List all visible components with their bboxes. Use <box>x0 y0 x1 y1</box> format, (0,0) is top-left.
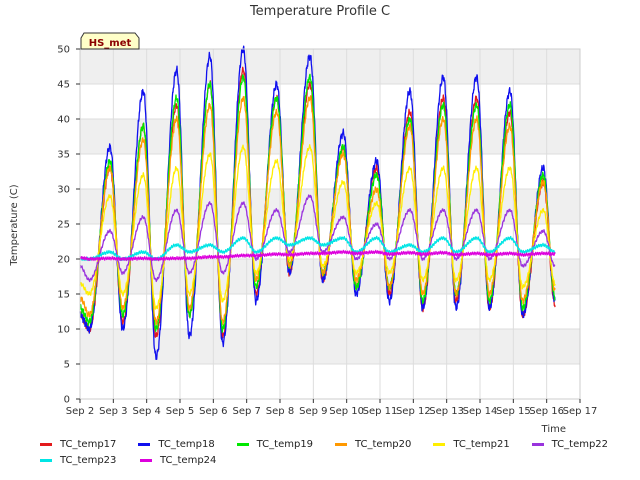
legend-swatch <box>433 442 446 446</box>
background-band <box>80 49 580 84</box>
legend-label: TC_temp23 <box>60 454 117 466</box>
legend-item-tc-temp19: TC_temp19 <box>236 438 335 450</box>
legend-label: TC_temp19 <box>256 438 314 450</box>
legend-row-2: TC_temp23 TC_temp24 <box>40 452 630 468</box>
series-line-tc-temp22 <box>79 194 556 283</box>
y-tick-label: 10 <box>57 325 70 336</box>
x-axis-ticks: Sep 2 Sep 3 Sep 4 Sep 5 Sep 6 Sep 7 Sep 8 Sep 9… <box>66 399 598 417</box>
legend: TC_temp17 TC_temp18 TC_temp19 TC_temp20 … <box>40 436 630 468</box>
x-tick-label: Sep 16 <box>529 406 564 417</box>
site-badge-label: HS_met <box>89 38 132 49</box>
y-tick-label: 35 <box>57 150 70 161</box>
legend-item-tc-temp22: TC_temp22 <box>531 438 630 450</box>
series-line-tc-temp24 <box>79 249 556 262</box>
x-tick-label: Sep 4 <box>132 406 160 417</box>
series-line-tc-temp21 <box>79 144 556 310</box>
series-line-tc-temp20 <box>79 95 556 326</box>
chart-title: Temperature Profile C <box>249 4 390 19</box>
x-tick-label: Sep 5 <box>166 406 194 417</box>
x-tick-label: Sep 8 <box>266 406 294 417</box>
x-tick-label: Sep 3 <box>99 406 127 417</box>
y-tick-label: 50 <box>57 45 70 56</box>
legend-item-tc-temp21: TC_temp21 <box>433 439 531 450</box>
x-axis-label: Time <box>541 424 566 435</box>
x-tick-label: Sep 15 <box>496 406 531 417</box>
legend-label: TC_temp17 <box>60 438 117 450</box>
background-band <box>80 259 580 294</box>
background-band <box>80 329 580 364</box>
y-tick-label: 20 <box>57 255 70 266</box>
plot-lines <box>79 45 556 360</box>
x-tick-label: Sep 17 <box>563 406 598 417</box>
legend-label: TC_temp22 <box>551 438 609 450</box>
x-tick-label: Sep 6 <box>199 406 227 417</box>
x-tick-label: Sep 9 <box>299 406 327 417</box>
x-tick-label: Sep 2 <box>66 406 94 417</box>
legend-label: TC_temp20 <box>354 438 412 450</box>
y-tick-label: 45 <box>57 80 70 91</box>
background-band <box>80 119 580 154</box>
legend-label: TC_temp18 <box>158 438 215 450</box>
legend-label: TC_temp24 <box>160 454 217 466</box>
y-tick-label: 15 <box>57 290 70 301</box>
legend-item-tc-temp24: TC_temp24 <box>140 455 240 466</box>
legend-swatch <box>236 442 249 446</box>
legend-swatch <box>531 442 544 446</box>
x-tick-label: Sep 12 <box>396 406 431 417</box>
x-tick-label: Sep 13 <box>429 406 464 417</box>
legend-item-tc-temp18: TC_temp18 <box>138 439 236 450</box>
y-tick-label: 0 <box>64 395 70 406</box>
y-tick-label: 30 <box>57 185 70 196</box>
legend-swatch <box>140 458 152 462</box>
y-tick-label: 25 <box>57 220 70 231</box>
x-tick-label: Sep 14 <box>463 406 498 417</box>
x-tick-label: Sep 7 <box>232 406 260 417</box>
y-axis-label: Temperature (C) <box>9 184 20 266</box>
x-tick-label: Sep 10 <box>329 406 364 417</box>
legend-row-1: TC_temp17 TC_temp18 TC_temp19 TC_temp20 … <box>40 436 630 452</box>
y-axis-ticks: 0 5 10 15 20 25 30 35 40 45 50 <box>57 45 80 406</box>
legend-item-tc-temp23: TC_temp23 <box>40 455 140 466</box>
y-tick-label: 5 <box>64 360 70 371</box>
site-badge: HS_met <box>80 32 140 50</box>
legend-swatch <box>40 458 52 462</box>
legend-label: TC_temp21 <box>453 438 510 450</box>
y-tick-label: 40 <box>57 115 70 126</box>
x-tick-label: Sep 11 <box>363 406 398 417</box>
background-band <box>80 189 580 224</box>
legend-swatch <box>138 442 151 446</box>
legend-swatch <box>40 442 52 446</box>
legend-swatch <box>334 442 347 446</box>
legend-item-tc-temp20: TC_temp20 <box>334 438 433 450</box>
legend-item-tc-temp17: TC_temp17 <box>40 439 138 450</box>
